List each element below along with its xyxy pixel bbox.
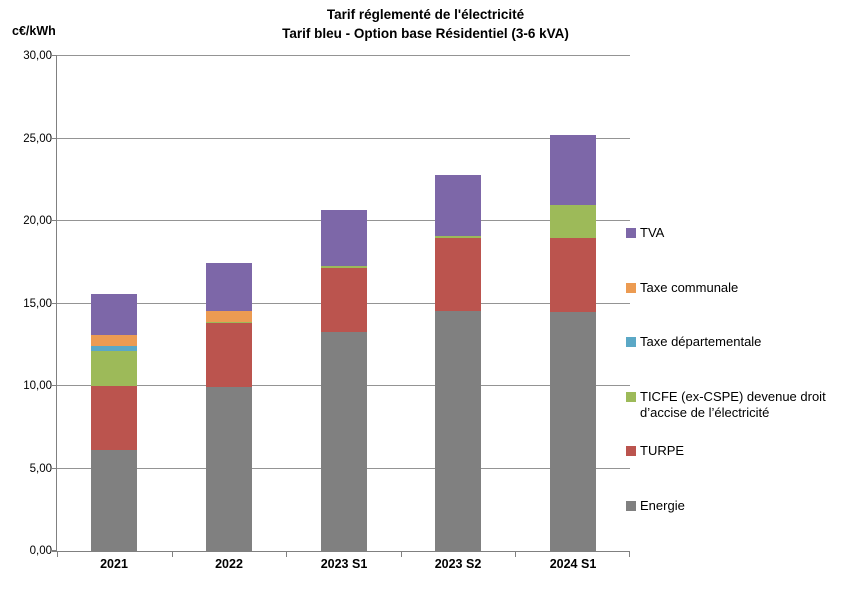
legend-swatch: [626, 446, 636, 457]
legend-item-ticfe-ex-cspe-devenue-droit-d-: TICFE (ex-CSPE) devenue droit d’accise d…: [626, 389, 848, 444]
legend-item-label: Energie: [640, 497, 685, 513]
bar-segment-tva: [435, 174, 481, 236]
x-axis-tick: [515, 552, 516, 557]
bar-segment-ticfe-ex-cspe-devenue-droit-d-: [321, 266, 367, 269]
legend-item-label: TVA: [640, 225, 665, 240]
legend-item-label: Taxe départementale: [640, 334, 762, 350]
chart-title-line2: Tarif bleu - Option base Résidentiel (3-…: [282, 26, 569, 41]
x-axis-category-label: 2024 S1: [549, 557, 597, 571]
bar-segment-tva: [91, 293, 137, 335]
y-axis-tick-label: 30,00: [23, 50, 52, 62]
legend-item-taxe-departementale: Taxe départementale: [626, 334, 848, 389]
legend-item-label: Taxe communale: [640, 279, 739, 295]
gridline: [57, 137, 630, 139]
y-axis-tick: [52, 137, 57, 139]
x-axis-category-label: 2021: [100, 557, 128, 571]
legend: TVA Taxe communale Taxe départementale TICF…: [626, 225, 848, 553]
bar-segment-energie: [91, 450, 137, 551]
gridline: [57, 55, 630, 56]
y-axis-tick: [52, 220, 57, 221]
x-axis-category-label: 2023 S1: [320, 557, 368, 571]
legend-swatch: [626, 391, 636, 402]
bar-segment-turpe: [435, 237, 481, 311]
y-axis-tick: [52, 550, 57, 551]
x-axis-tick: [286, 552, 287, 557]
bar-segment-turpe: [91, 386, 137, 451]
legend-item-taxe-communale: Taxe communale: [626, 280, 848, 335]
bar-segment-ticfe-ex-cspe-devenue-droit-d-: [91, 351, 137, 387]
y-axis-tick-label: 15,00: [23, 297, 52, 310]
bar-segment-energie: [321, 331, 367, 551]
legend-item-label: TURPE: [640, 443, 685, 459]
bar-segment-turpe: [321, 268, 367, 332]
bar-segment-energie: [435, 310, 481, 551]
x-axis-tick: [57, 552, 58, 557]
bar-segment-ticfe-ex-cspe-devenue-droit-d-: [550, 204, 596, 239]
bar-2022: [206, 263, 252, 551]
chart-title-line1: Tarif réglementé de l'électricité: [326, 7, 525, 22]
x-axis-category-label: 2023 S2: [434, 557, 482, 571]
y-axis-tick-label: 20,00: [23, 215, 52, 227]
x-axis-category-label: 2022: [215, 557, 243, 571]
bar-segment-tva: [550, 135, 596, 205]
legend-swatch: [626, 337, 636, 348]
legend-swatch: [626, 228, 636, 238]
bar-2021: [91, 293, 137, 551]
x-axis-tick: [401, 552, 402, 557]
bar-2023-s1: [321, 210, 367, 551]
y-axis-line: [56, 56, 57, 551]
legend-item-label: TICFE (ex-CSPE) devenue droit d’accise d…: [640, 388, 826, 420]
legend-item-turpe: TURPE: [626, 443, 848, 498]
bar-segment-turpe: [206, 323, 252, 387]
x-axis-tick: [629, 552, 630, 557]
bar-segment-ticfe-ex-cspe-devenue-droit-d-: [206, 321, 252, 324]
y-axis-tick: [52, 55, 57, 56]
x-axis-tick: [172, 552, 173, 557]
y-axis-tick: [52, 467, 57, 469]
bar-segment-taxe-communale: [206, 310, 252, 322]
bar-segment-tva: [206, 263, 252, 311]
bar-segment-tva: [321, 210, 367, 267]
x-axis-line: [52, 551, 630, 552]
plot-area: 0,00 5,00 10,00 15,00 20,00 25,00 30,00 2021 202…: [23, 50, 630, 571]
y-axis-tick: [52, 302, 57, 304]
bar-segment-energie: [550, 311, 596, 551]
bar-segment-ticfe-ex-cspe-devenue-droit-d-: [435, 235, 481, 238]
y-axis-tick: [52, 385, 57, 386]
bar-segment-taxe-departementale: [91, 346, 137, 352]
legend-swatch: [626, 500, 636, 511]
y-axis-tick-label: 10,00: [23, 380, 52, 392]
legend-item-energie: Energie: [626, 498, 848, 553]
y-axis-unit-label: c€/kWh: [12, 24, 56, 38]
bar-segment-energie: [206, 386, 252, 551]
bar-segment-taxe-communale: [91, 334, 137, 347]
bar-segment-turpe: [550, 238, 596, 312]
bar-2023-s2: [435, 174, 481, 551]
chart-title: Tarif réglementé de l'électricité Tarif …: [0, 5, 851, 43]
legend-swatch: [626, 282, 636, 293]
y-axis-tick-label: 0,00: [29, 545, 52, 557]
bar-2024-s1: [550, 135, 596, 551]
y-axis-tick-label: 5,00: [29, 462, 52, 475]
y-axis-tick-label: 25,00: [23, 132, 52, 145]
legend-item-tva: TVA: [626, 225, 848, 280]
